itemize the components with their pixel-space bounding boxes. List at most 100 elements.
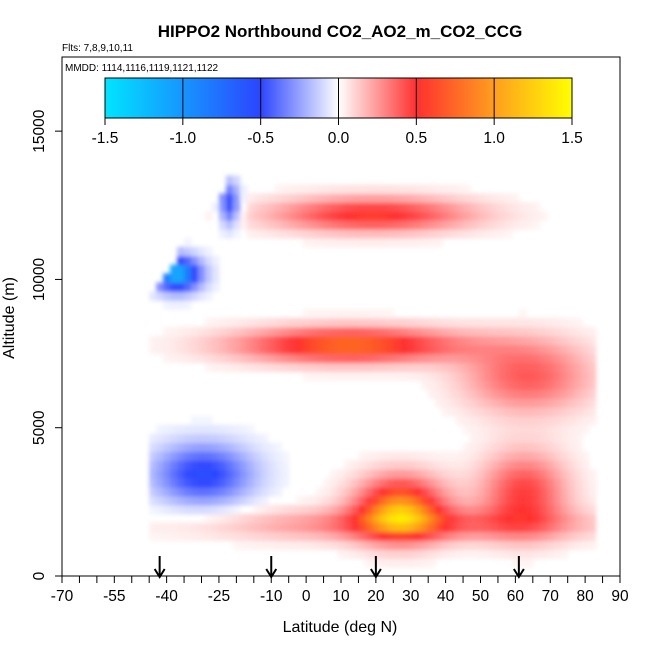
heatmap-cell xyxy=(288,504,297,515)
heatmap-cell xyxy=(560,398,569,408)
heatmap-cell xyxy=(316,513,325,524)
heatmap-cell xyxy=(442,469,450,479)
heatmap-cell xyxy=(225,344,234,355)
heatmap-cell xyxy=(483,398,492,408)
heatmap-cell xyxy=(232,184,241,195)
heatmap-cell xyxy=(239,211,248,221)
heatmap-cell xyxy=(463,460,471,470)
heatmap-cell xyxy=(365,513,373,524)
heatmap-cell xyxy=(400,558,408,568)
heatmap-cell xyxy=(546,531,555,542)
heatmap-cell xyxy=(204,264,213,275)
heatmap-cell xyxy=(358,540,367,550)
heatmap-cell xyxy=(323,344,332,355)
heatmap-cell xyxy=(163,469,171,479)
heatmap-cell xyxy=(442,193,450,203)
heatmap-cell xyxy=(379,237,387,248)
heatmap-cell xyxy=(525,513,534,524)
heatmap-cell xyxy=(253,531,262,542)
heatmap-cell xyxy=(477,389,485,399)
heatmap-cell xyxy=(337,335,346,346)
heatmap-cell xyxy=(316,487,325,497)
heatmap-cell xyxy=(177,335,185,346)
heatmap-cell xyxy=(204,522,213,533)
heatmap-cell xyxy=(288,522,297,533)
heatmap-cell xyxy=(246,495,255,506)
heatmap xyxy=(149,175,597,568)
heatmap-cell xyxy=(560,433,569,444)
heatmap-cell xyxy=(442,317,450,328)
heatmap-cell xyxy=(253,353,262,364)
heatmap-cell xyxy=(574,495,583,506)
heatmap-cell xyxy=(393,513,401,524)
heatmap-cell xyxy=(330,353,339,364)
heatmap-cell xyxy=(344,478,353,488)
heatmap-cell xyxy=(218,193,227,203)
heatmap-cell xyxy=(546,549,555,559)
heatmap-cell xyxy=(407,504,415,515)
heatmap-cell xyxy=(204,353,213,364)
heatmap-cell xyxy=(260,326,269,337)
heatmap-cell xyxy=(532,531,541,542)
heatmap-cell xyxy=(156,495,164,506)
heatmap-cell xyxy=(490,540,499,550)
heatmap-cell xyxy=(386,309,394,319)
heatmap-cell xyxy=(323,362,332,372)
heatmap-cell xyxy=(267,460,276,470)
heatmap-cell xyxy=(330,202,339,212)
heatmap-cell xyxy=(504,531,513,542)
heatmap-cell xyxy=(295,495,304,506)
heatmap-cell xyxy=(421,202,429,212)
heatmap-cell xyxy=(539,424,548,435)
heatmap-cell xyxy=(386,495,394,506)
heatmap-cell xyxy=(246,469,255,479)
heatmap-cell xyxy=(504,451,513,461)
heatmap-cell xyxy=(337,353,346,364)
heatmap-cell xyxy=(191,442,199,453)
heatmap-cell xyxy=(149,451,157,461)
heatmap-cell xyxy=(504,389,513,399)
heatmap-cell xyxy=(351,193,360,203)
heatmap-cell xyxy=(253,451,262,461)
heatmap-cell xyxy=(497,495,506,506)
heatmap-cell xyxy=(581,487,590,497)
heatmap-cell xyxy=(414,487,422,497)
heatmap-cell xyxy=(497,469,506,479)
heatmap-cell xyxy=(421,451,429,461)
heatmap-cell xyxy=(560,389,569,399)
heatmap-cell xyxy=(497,487,506,497)
heatmap-cell xyxy=(525,317,534,328)
heatmap-cell xyxy=(358,202,367,212)
heatmap-cell xyxy=(546,540,555,550)
heatmap-cell xyxy=(525,211,534,221)
heatmap-cell xyxy=(525,424,534,435)
heatmap-cell xyxy=(463,513,471,524)
heatmap-cell xyxy=(463,335,471,346)
heatmap-cell xyxy=(309,531,318,542)
heatmap-cell xyxy=(497,202,506,212)
heatmap-cell xyxy=(309,184,318,195)
heatmap-cell xyxy=(574,415,583,426)
heatmap-cell xyxy=(211,442,220,453)
heatmap-cell xyxy=(260,220,269,230)
heatmap-cell xyxy=(477,504,485,515)
heatmap-cell xyxy=(372,478,380,488)
heatmap-cell xyxy=(483,513,492,524)
heatmap-cell xyxy=(351,469,360,479)
heatmap-cell xyxy=(456,380,464,390)
heatmap-cell xyxy=(581,469,590,479)
heatmap-cell xyxy=(323,353,332,364)
heatmap-cell xyxy=(560,495,569,506)
heatmap-cell xyxy=(532,362,541,372)
heatmap-cell xyxy=(232,433,241,444)
heatmap-cell xyxy=(546,442,555,453)
heatmap-cell xyxy=(532,317,541,328)
heatmap-cell xyxy=(246,335,255,346)
heatmap-cell xyxy=(539,531,548,542)
heatmap-cell xyxy=(435,478,443,488)
heatmap-cell xyxy=(511,398,520,408)
heatmap-cell xyxy=(288,193,297,203)
heatmap-cell xyxy=(386,326,394,337)
heatmap-cell xyxy=(546,495,555,506)
heatmap-cell xyxy=(337,531,346,542)
